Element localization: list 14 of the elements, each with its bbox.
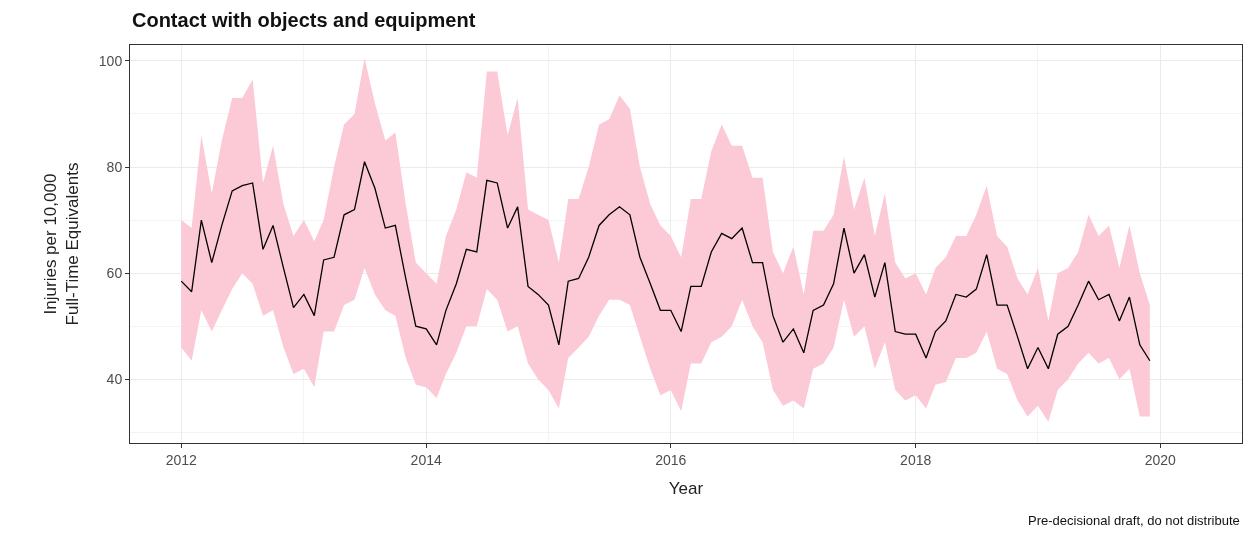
x-tick-label: 2014 xyxy=(410,451,442,468)
text: Pre-decisional draft, do not distribute xyxy=(1028,513,1240,528)
x-tick-label: 2012 xyxy=(165,451,198,468)
line-series xyxy=(180,161,1151,370)
y-axis-title: Injuries per 10,000 Full-Time Equivalents xyxy=(41,162,83,326)
y-tick-label: 60 xyxy=(106,265,123,282)
y-tick-label: 40 xyxy=(106,371,123,388)
y-tick-label: 80 xyxy=(106,158,123,175)
x-axis-title: Year xyxy=(668,479,704,499)
chart-title: Contact with objects and equipment xyxy=(131,9,476,32)
x-tick-label: 2020 xyxy=(1144,451,1177,468)
y-tick-label: 100 xyxy=(98,52,123,69)
x-tick-label: 2016 xyxy=(655,451,687,468)
x-tick-label: 2018 xyxy=(900,451,932,468)
